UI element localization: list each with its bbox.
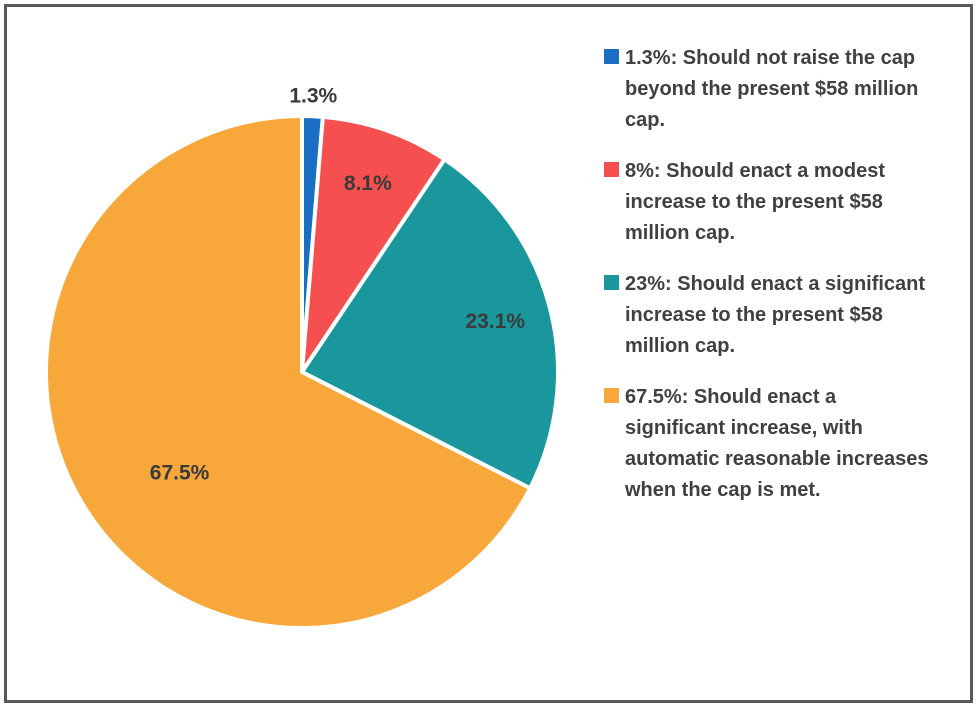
legend-swatch — [604, 275, 619, 290]
legend-text: 8%: Should enact a modest increase to th… — [625, 160, 886, 244]
slice-data-label: 8.1% — [344, 172, 392, 195]
legend-item: 23%: Should enact a significant increase… — [604, 269, 944, 362]
slice-data-label: 67.5% — [150, 462, 210, 485]
legend-swatch — [604, 162, 619, 177]
legend-text: 23%: Should enact a significant increase… — [625, 273, 926, 357]
slice-data-label: 1.3% — [289, 84, 337, 107]
legend-swatch — [604, 49, 619, 64]
slice-data-label: 23.1% — [465, 310, 525, 333]
legend-swatch — [604, 388, 619, 403]
legend-item: 8%: Should enact a modest increase to th… — [604, 156, 944, 249]
pie-slice — [300, 157, 560, 491]
legend-item: 67.5%: Should enact a significant increa… — [604, 382, 944, 506]
pie-slice — [44, 114, 533, 630]
legend: 1.3%: Should not raise the cap beyond th… — [604, 43, 944, 506]
legend-text: 67.5%: Should enact a significant increa… — [625, 386, 929, 501]
legend-item: 1.3%: Should not raise the cap beyond th… — [604, 43, 944, 136]
legend-text: 1.3%: Should not raise the cap beyond th… — [625, 47, 919, 131]
pie-slice — [300, 114, 447, 374]
